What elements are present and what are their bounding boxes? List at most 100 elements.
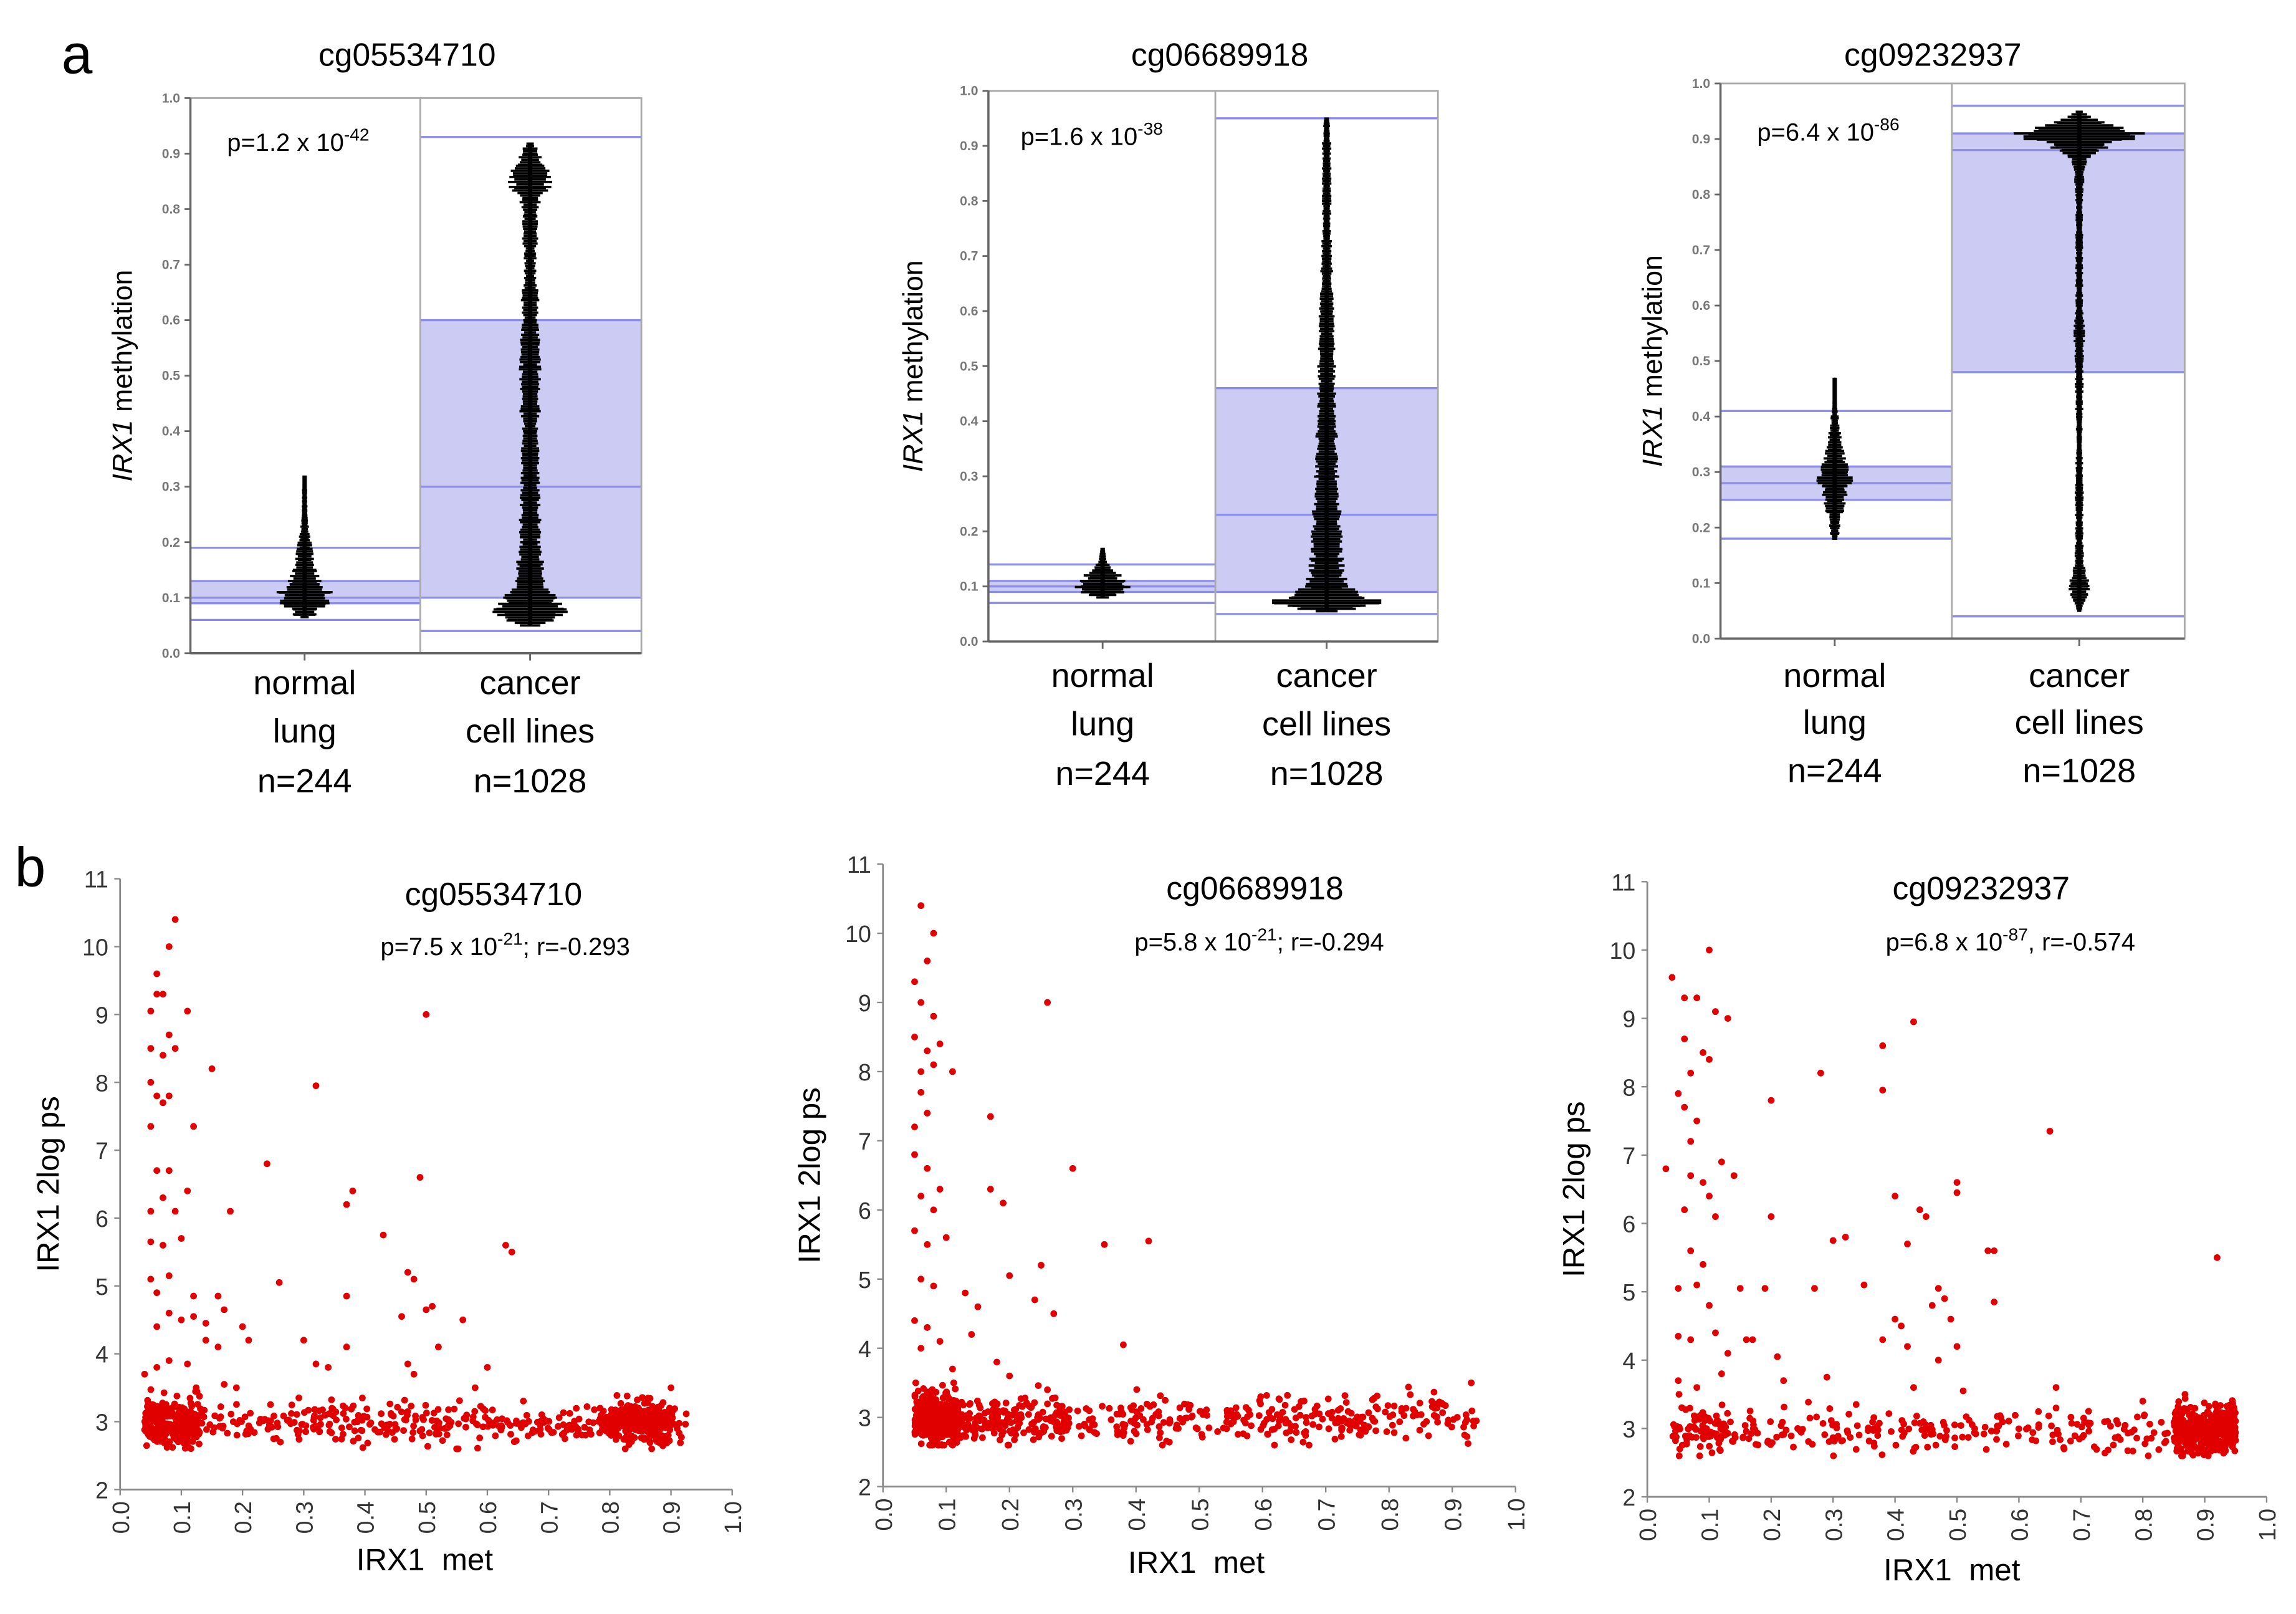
data-point [2205,1403,2212,1410]
data-point [638,1434,645,1441]
x-tick-label: 0.1 [934,1498,960,1530]
y-axis-label-gene: IRX1 [108,420,138,481]
data-point [1706,1443,1713,1450]
data-point [1160,1419,1167,1426]
data-point [1767,1097,1775,1104]
data-point [2029,1436,2036,1443]
data-point [2212,1400,2219,1408]
y-tick-label: 11 [84,867,108,893]
data-point [1365,1409,1372,1416]
y-tick-label: 2 [95,1477,108,1503]
p-value-text: p=1.2 x 10 [227,129,344,156]
data-point [1006,1428,1013,1434]
data-point [940,1411,948,1418]
data-point [980,1416,988,1424]
group-label: normal [1051,657,1154,694]
data-point [513,1417,520,1424]
y-tick-label: 7 [95,1138,108,1164]
p-value-text: p=1.6 x 10 [1021,123,1138,151]
data-point [1324,1395,1332,1403]
data-point [2195,1445,2202,1453]
data-point [975,1401,983,1409]
data-point [911,1391,919,1399]
data-point [1724,1015,1731,1022]
data-point [227,1410,235,1418]
data-point [145,1410,153,1416]
data-point [1712,1329,1719,1337]
data-point [443,1431,451,1438]
data-point [507,1422,514,1429]
data-point [1693,994,1701,1002]
data-point [1921,1432,1928,1439]
data-point [166,1438,173,1446]
y-tick-label: 0.1 [960,580,978,594]
data-point [330,1412,337,1419]
data-point [322,1411,329,1419]
data-point [1337,1405,1344,1412]
data-point [1120,1341,1127,1348]
chart-title: cg09232937 [1893,870,2070,906]
data-point [975,1416,982,1423]
data-point [340,1410,347,1417]
data-point [662,1433,669,1440]
data-point [654,1403,662,1411]
x-tick-label: 0.5 [1944,1509,1971,1541]
data-point [153,1289,161,1297]
data-point [1039,1408,1046,1416]
data-point [1155,1434,1163,1441]
data-point [917,1088,925,1096]
data-point [1435,1400,1442,1408]
data-point [932,1396,940,1403]
data-point [1163,1438,1170,1445]
data-point [1940,1419,1947,1426]
data-point [360,1413,368,1420]
data-point [1341,1392,1349,1400]
data-point [1993,1427,2001,1434]
x-tick-label: 0.6 [475,1501,501,1534]
data-point [1852,1401,1860,1408]
data-point [924,1241,931,1248]
data-point [1463,1433,1471,1440]
data-point [302,1428,310,1436]
data-point [1465,1440,1471,1448]
data-point [1910,1384,1917,1391]
group-label: lung [1803,704,1867,741]
data-point [924,1406,931,1413]
data-point [555,1414,563,1421]
y-tick-label: 7 [1622,1143,1635,1169]
data-point [1947,1315,1954,1323]
data-point [1826,1405,1834,1412]
data-point [1065,1419,1073,1427]
data-point [165,1092,173,1100]
data-point [636,1415,643,1423]
y-tick-label: 6 [1622,1211,1635,1237]
y-tick-label: 0.1 [162,591,181,605]
data-point [1069,1165,1076,1172]
data-point [148,1403,155,1410]
data-point [1035,1382,1042,1390]
data-point [296,1427,303,1434]
y-tick-label: 0.0 [1692,632,1710,646]
data-point [2060,1444,2067,1451]
data-point [287,1420,294,1428]
data-point [2223,1428,2231,1435]
data-point [2085,1428,2093,1435]
x-tick-label: 0.0 [1635,1509,1661,1541]
data-point [1700,1433,1707,1441]
data-point [1148,1418,1155,1426]
data-point [147,1045,155,1052]
data-point [661,1409,667,1416]
data-point [537,1431,545,1438]
data-point [1675,1090,1682,1097]
data-point [190,1313,197,1320]
data-point [1718,1158,1725,1166]
group-label: n=1028 [1270,755,1384,792]
data-point [648,1445,656,1453]
data-point [171,1208,179,1215]
data-point [317,1421,324,1428]
data-point [1951,1434,1958,1441]
data-point [2055,1430,2062,1438]
data-point [441,1425,448,1432]
data-point [288,1401,295,1409]
data-point [178,1235,185,1242]
